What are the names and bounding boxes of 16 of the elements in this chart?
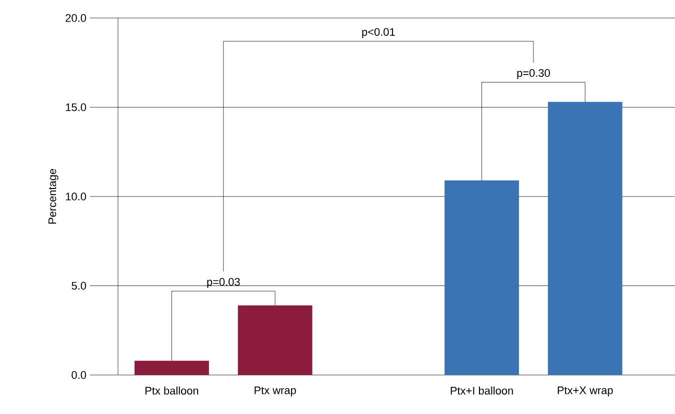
y-tick-label: 15.0 — [66, 103, 86, 112]
bar — [134, 360, 209, 375]
x-tick-label: Ptx wrap — [254, 386, 296, 396]
bar — [444, 180, 519, 375]
annotation: p<0.01 — [362, 28, 395, 38]
bar — [548, 102, 622, 375]
x-tick-label: Ptx balloon — [146, 386, 198, 395]
y-tick-label: 0.0 — [72, 371, 86, 379]
annotation: p=0.30 — [517, 69, 550, 80]
y-tick-label: 5.0 — [72, 282, 86, 290]
bar — [238, 305, 312, 375]
y-tick-label: 20.0 — [66, 14, 86, 22]
y-tick-label: 10.0 — [66, 192, 86, 200]
y-axis-title: Percentage — [48, 168, 58, 224]
x-tick-label: Ptx+X wrap — [558, 386, 613, 396]
x-tick-label: Ptx+I balloon — [450, 386, 513, 395]
